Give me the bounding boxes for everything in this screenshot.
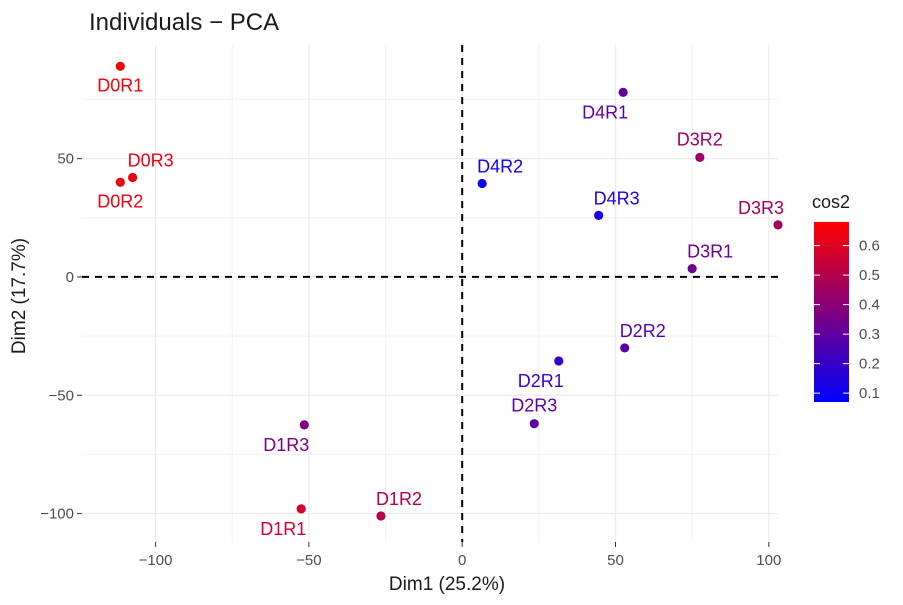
point-label-d0r1: D0R1 — [97, 75, 143, 95]
point-d3r3 — [773, 220, 783, 230]
point-label-d1r2: D1R2 — [376, 489, 422, 509]
point-label-d2r3: D2R3 — [511, 396, 557, 416]
y-tick-label: −100 — [40, 506, 74, 523]
legend-tick-label: 0.6 — [859, 238, 880, 255]
point-label-d0r3: D0R3 — [128, 151, 174, 171]
x-axis-title: Dim1 (25.2%) — [389, 574, 505, 595]
point-d4r2 — [477, 178, 487, 189]
data-points: D0R1 D0R3 D0R2 D4R1 D3R2 D4R2 D4R3 D3R3 D3R1 D2R2… — [97, 61, 784, 539]
point-d1r1 — [296, 504, 306, 514]
point-label-d3r1: D3R1 — [687, 242, 733, 262]
point-d3r1 — [687, 264, 697, 274]
legend-tick-label: 0.2 — [859, 356, 880, 373]
point-d0r3 — [127, 172, 138, 183]
point-label-d3r2: D3R2 — [677, 129, 723, 149]
point-d0r2 — [115, 177, 125, 187]
x-axis-ticks: −100 −50 0 50 100 — [139, 542, 781, 569]
point-label-d4r3: D4R3 — [594, 188, 640, 208]
legend-colorbar — [814, 222, 849, 402]
point-label-d1r1: D1R1 — [260, 519, 306, 539]
legend-ticks: 0.1 0.2 0.3 0.4 0.5 0.6 — [814, 238, 880, 402]
legend-tick-label: 0.5 — [859, 267, 880, 284]
x-tick-label: 0 — [458, 552, 466, 569]
reference-lines — [82, 45, 778, 542]
point-d0r1 — [115, 61, 125, 71]
y-axis-title: Dim2 (17.7%) — [9, 238, 30, 354]
x-tick-label: −100 — [139, 552, 173, 569]
y-tick-label: −50 — [49, 387, 74, 404]
grid-lines — [82, 45, 778, 542]
point-d2r1 — [554, 356, 564, 366]
point-d2r3 — [529, 419, 539, 429]
point-d4r1 — [618, 87, 628, 97]
cos2-legend: cos2 0.1 0.2 0.3 0.4 0.5 0.6 — [812, 192, 880, 402]
y-tick-label: 0 — [66, 269, 74, 286]
y-tick-label: 50 — [57, 151, 74, 168]
legend-tick-label: 0.4 — [859, 297, 880, 314]
x-tick-label: 50 — [607, 552, 624, 569]
point-d2r2 — [620, 343, 630, 353]
legend-title: cos2 — [812, 192, 850, 212]
point-label-d2r2: D2R2 — [620, 321, 666, 341]
x-tick-label: 100 — [756, 552, 781, 569]
point-d1r3 — [299, 420, 309, 430]
point-label-d0r2: D0R2 — [97, 191, 143, 211]
point-label-d3r3: D3R3 — [738, 198, 784, 218]
x-tick-label: −50 — [296, 552, 321, 569]
point-label-d2r1: D2R1 — [518, 371, 564, 391]
point-d4r3 — [594, 210, 604, 220]
point-label-d4r2: D4R2 — [477, 156, 523, 176]
chart-title: Individuals − PCA — [89, 9, 279, 36]
point-label-d4r1: D4R1 — [582, 102, 628, 122]
legend-tick-label: 0.1 — [859, 385, 880, 402]
y-axis-ticks: −100 −50 0 50 — [40, 151, 82, 523]
point-label-d1r3: D1R3 — [263, 435, 309, 455]
legend-tick-label: 0.3 — [859, 326, 880, 343]
point-d3r2 — [695, 152, 705, 163]
point-d1r2 — [376, 511, 386, 521]
